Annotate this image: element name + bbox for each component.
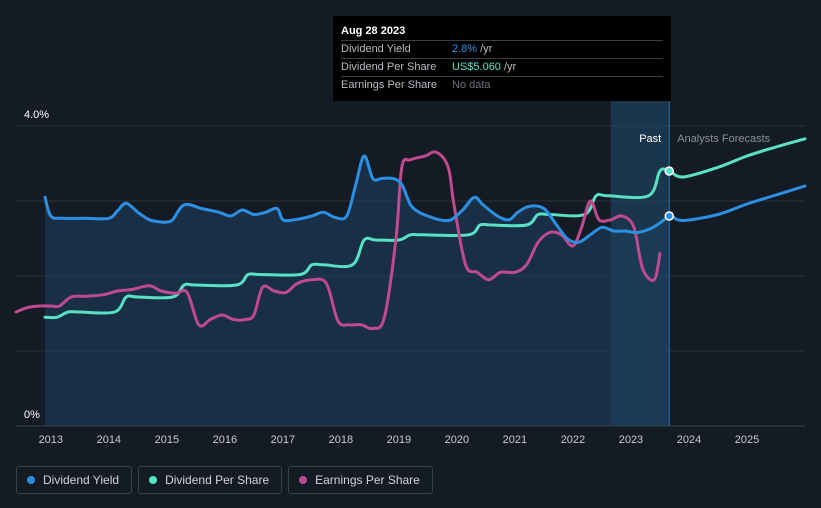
tooltip-label: Dividend Yield: [341, 43, 411, 55]
chart-legend: Dividend Yield Dividend Per Share Earnin…: [16, 466, 433, 494]
tooltip-label: Earnings Per Share: [341, 79, 437, 91]
x-tick-label: 2017: [271, 434, 295, 446]
legend-item-dividend-yield[interactable]: Dividend Yield: [16, 466, 133, 494]
legend-label: Dividend Yield: [43, 473, 120, 487]
legend-item-dividend-per-share[interactable]: Dividend Per Share: [138, 466, 283, 494]
legend-dot-icon: [27, 476, 35, 484]
x-tick-label: 2022: [561, 434, 585, 446]
x-tick-label: 2018: [329, 434, 353, 446]
tooltip-value: US$5.060: [452, 61, 501, 73]
legend-dot-icon: [299, 476, 308, 484]
tooltip-unit: /yr: [503, 61, 517, 73]
x-tick-label: 2024: [677, 434, 701, 446]
tooltip-unit: /yr: [480, 43, 493, 55]
tooltip-row-dividend-per-share: Dividend Per Share US$5.060 /yr: [341, 58, 663, 76]
x-tick-label: 2020: [445, 434, 469, 446]
tooltip-row-dividend-yield: Dividend Yield 2.8% /yr: [341, 40, 663, 58]
legend-label: Dividend Per Share: [165, 473, 270, 487]
dividend-yield-marker: [664, 211, 674, 221]
tooltip-value: 2.8%: [452, 43, 478, 55]
legend-item-earnings-per-share[interactable]: Earnings Per Share: [288, 466, 433, 494]
dividend-per-share-marker: [664, 166, 674, 176]
y-tick-label-top: 4.0%: [24, 109, 49, 121]
x-tick-label: 2013: [39, 434, 63, 446]
x-tick-label: 2025: [735, 434, 759, 446]
dividend-per-share-line: [43, 137, 807, 320]
tooltip-label: Dividend Per Share: [341, 61, 437, 73]
x-tick-label: 2023: [619, 434, 643, 446]
x-tick-label: 2016: [213, 434, 237, 446]
analysts-forecasts-label: Analysts Forecasts: [677, 133, 770, 145]
x-tick-label: 2019: [387, 434, 411, 446]
tooltip-date: Aug 28 2023: [341, 25, 406, 37]
legend-dot-icon: [149, 476, 158, 484]
y-tick-label-bottom: 0%: [24, 409, 40, 421]
earnings-per-share-line: [14, 150, 662, 331]
dividend-yield-line: [43, 154, 807, 244]
hover-tooltip: Aug 28 2023 Dividend Yield 2.8% /yr Divi…: [333, 16, 671, 101]
dividend-yield-area: [45, 155, 670, 426]
x-tick-label: 2014: [97, 434, 121, 446]
tooltip-row-earnings-per-share: Earnings Per Share No data: [341, 76, 663, 94]
tooltip-value: No data: [452, 79, 491, 91]
x-tick-label: 2021: [503, 434, 527, 446]
x-tick-label: 2015: [155, 434, 179, 446]
past-label: Past: [639, 133, 661, 145]
legend-label: Earnings Per Share: [315, 473, 420, 487]
